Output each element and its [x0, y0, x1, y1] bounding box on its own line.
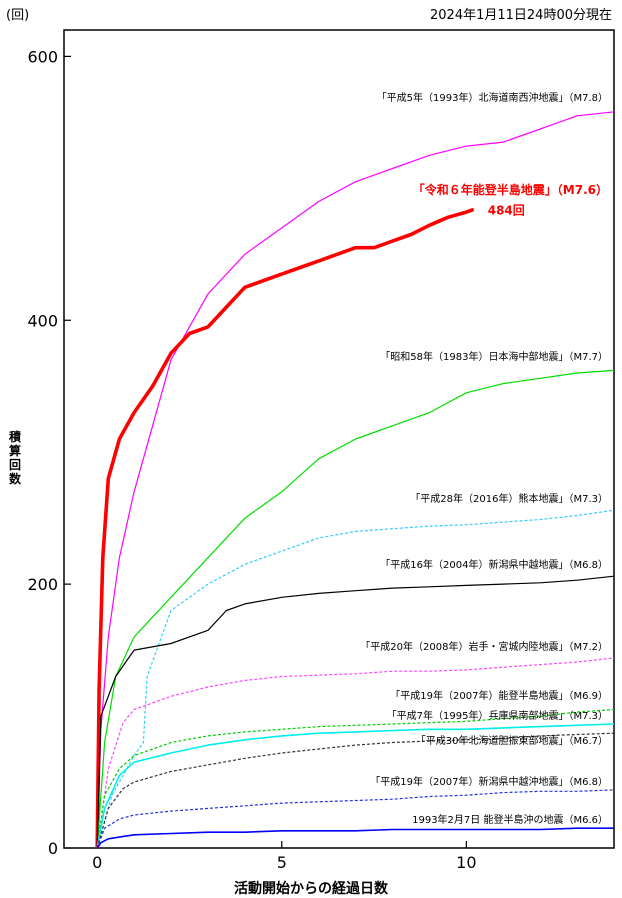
- series-line: [96, 827, 614, 849]
- series-line: [96, 708, 615, 849]
- series-label: 「平成20年（2008年）岩手・宮城内陸地震」（M7.2）: [360, 640, 608, 653]
- x-tick-label: 5: [277, 853, 287, 872]
- x-tick-label: 10: [456, 853, 476, 872]
- series-line: [96, 723, 615, 849]
- series-label: 「平成19年（2007年）能登半島地震」（M6.9）: [390, 689, 608, 702]
- series-label: 「令和６年能登半島地震」（M7.6）: [413, 182, 608, 197]
- series-label: 「昭和58年（1983年）日本海中部地震」（M7.7）: [380, 350, 608, 363]
- series-label: 「平成30年北海道胆振東部地震」（M6.7）: [416, 734, 608, 747]
- end-count-label: 484回: [488, 203, 525, 217]
- series-label: 「平成16年（2004年）新潟県中越地震」（M6.8）: [380, 558, 608, 571]
- y-unit-label: (回): [6, 8, 30, 23]
- series-label: 「平成28年（2016年）熊本地震」（M7.3）: [410, 492, 608, 505]
- series-line: [96, 369, 615, 849]
- series-line: [96, 657, 615, 849]
- series-label: 「平成5年（1993年）北海道南西沖地震」（M7.8）: [377, 91, 608, 104]
- y-tick-label: 0: [48, 839, 58, 858]
- series-line: [95, 207, 475, 849]
- x-tick-label: 0: [92, 853, 102, 872]
- timestamp: 2024年1月11日24時00分現在: [430, 8, 612, 23]
- series-label: 1993年2月7日 能登半島沖の地震（M6.6）: [412, 813, 608, 826]
- series-label: 「平成19年（2007年）新潟県中越沖地震」（M6.8）: [370, 775, 608, 788]
- series-line: [96, 732, 615, 849]
- y-tick-label: 200: [27, 575, 58, 594]
- y-tick-label: 400: [27, 311, 58, 330]
- series-line: [96, 789, 615, 849]
- series-label: 「平成7年（1995年）兵庫県南部地震」（M7.3）: [387, 709, 608, 722]
- y-tick-label: 600: [27, 47, 58, 66]
- x-axis-label: 活動開始からの経過日数: [234, 881, 388, 897]
- plot-frame: [63, 29, 615, 849]
- series-line: [96, 111, 615, 849]
- series-line: [96, 575, 615, 849]
- y-axis-label: 積算回数: [8, 430, 21, 486]
